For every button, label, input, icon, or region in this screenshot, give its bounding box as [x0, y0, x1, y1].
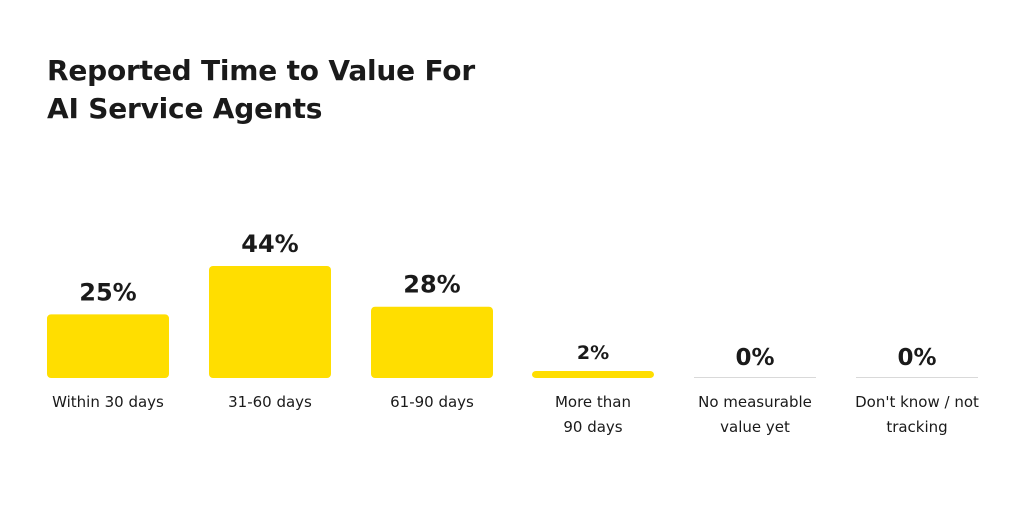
category-label-1-line-1: Within 30 days: [52, 393, 164, 411]
bar-4: [532, 371, 654, 378]
value-label-5: 0%: [735, 345, 774, 371]
category-label-5-line-2: value yet: [720, 418, 790, 436]
category-label-2-line-1: 31-60 days: [228, 393, 312, 411]
value-label-1: 25%: [79, 278, 136, 306]
category-label-6-line-2: tracking: [886, 418, 947, 436]
category-label-5-line-1: No measurable: [698, 393, 812, 411]
chart-title-line-1: Reported Time to Value For: [47, 54, 475, 87]
category-label-4-line-2: 90 days: [563, 418, 622, 436]
chart-title: Reported Time to Value For AI Service Ag…: [47, 52, 475, 128]
category-label-4-line-1: More than: [555, 393, 631, 411]
bar-2: [209, 266, 331, 378]
value-label-6: 0%: [897, 345, 936, 371]
category-label-3-line-1: 61-90 days: [390, 393, 474, 411]
bar-3: [371, 306, 493, 378]
value-label-3: 28%: [403, 271, 460, 299]
value-label-4: 2%: [577, 342, 609, 364]
category-label-6-line-1: Don't know / not: [855, 393, 979, 411]
chart-title-line-2: AI Service Agents: [47, 92, 323, 125]
value-label-2: 44%: [241, 230, 298, 258]
bar-1: [47, 314, 169, 378]
